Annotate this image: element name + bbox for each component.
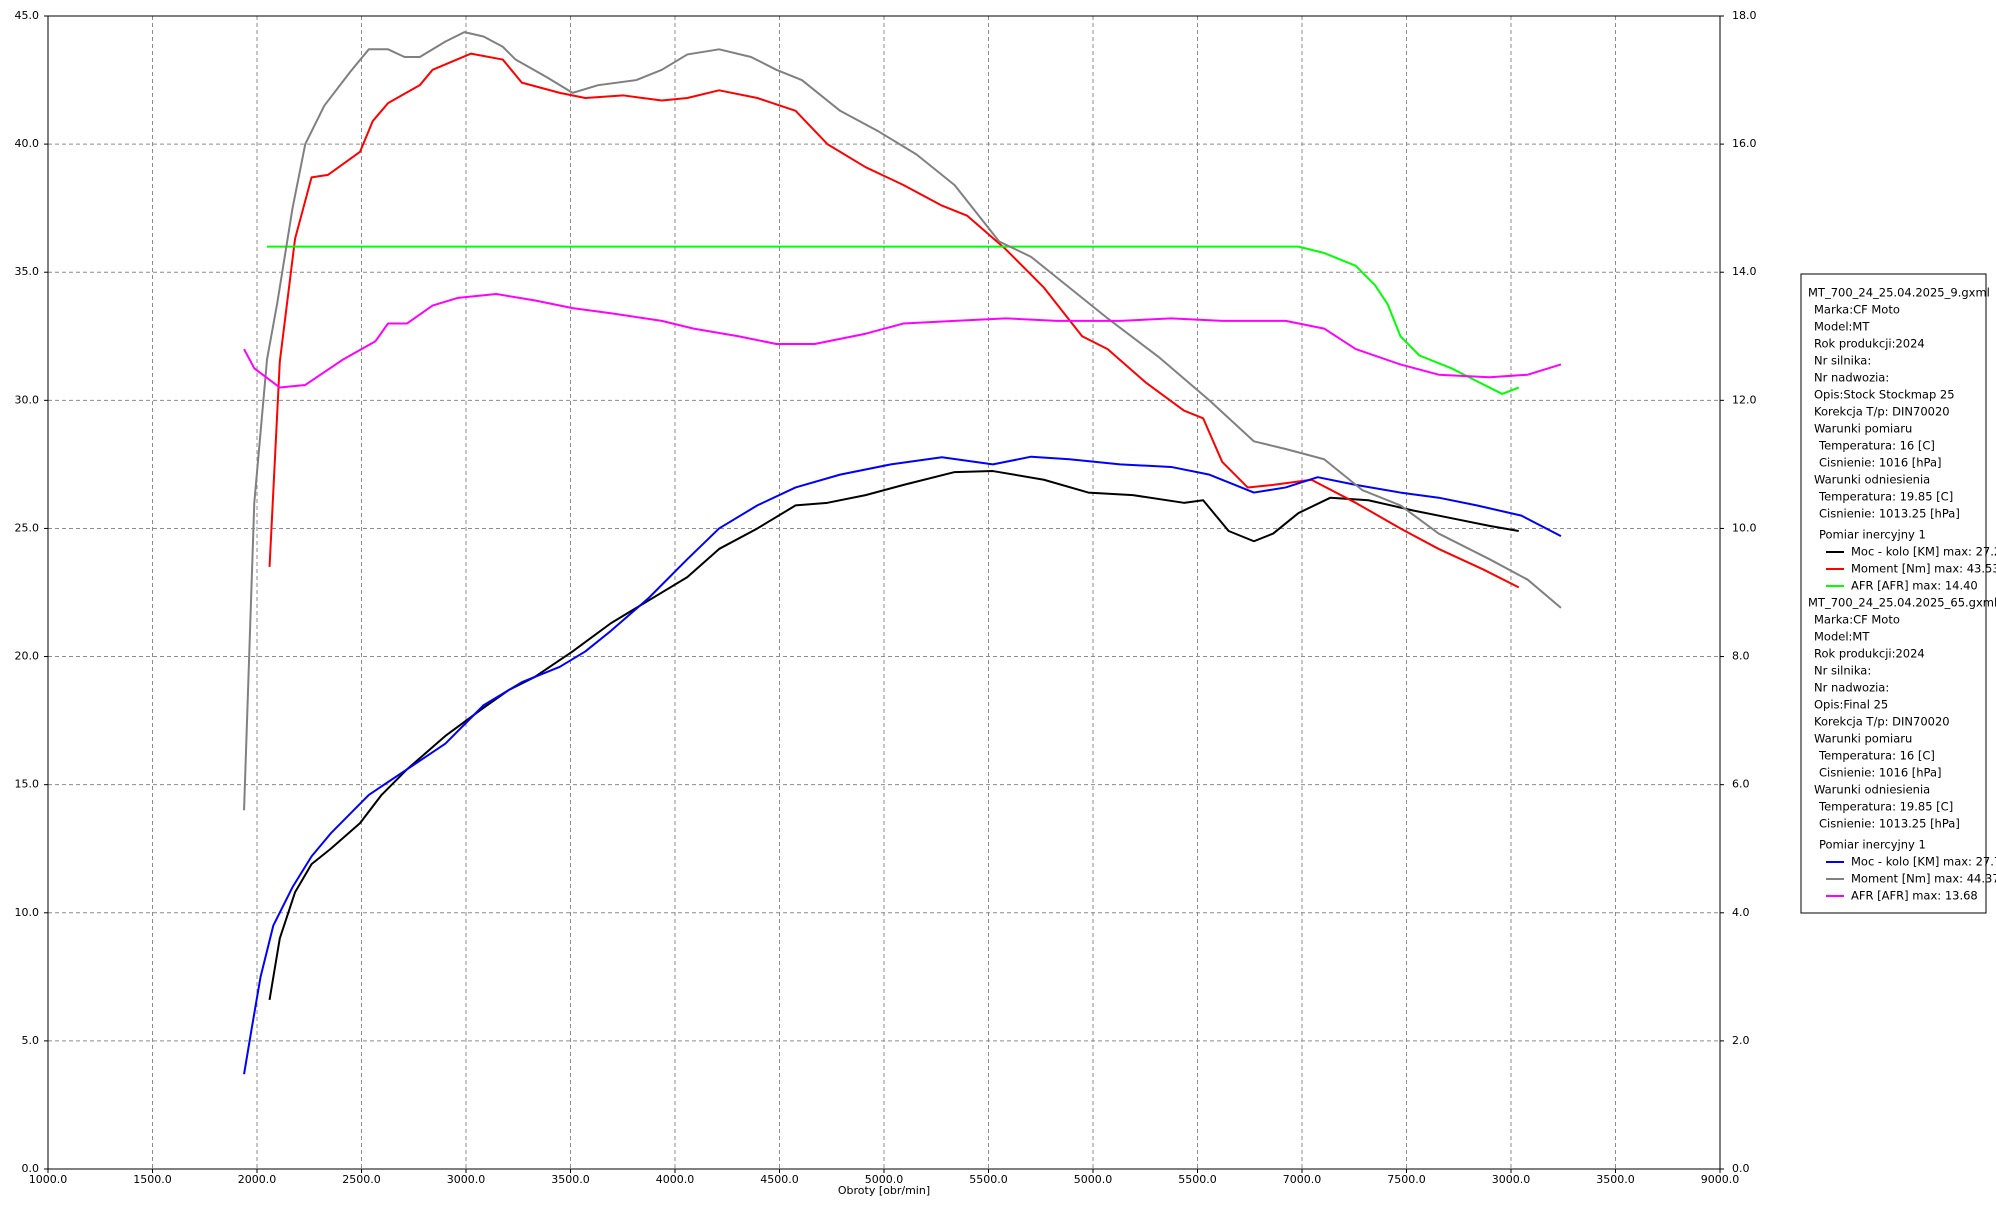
legend-line: Temperatura: 19.85 [C] — [1818, 800, 1953, 814]
legend-line: Cisnienie: 1013.25 [hPa] — [1819, 507, 1960, 521]
y2-tick-label: 6.0 — [1732, 778, 1750, 791]
legend-line: Marka:CF Moto — [1814, 303, 1900, 317]
legend-line: Model:MT — [1814, 320, 1870, 334]
y-tick-label: 20.0 — [15, 650, 40, 663]
legend-line: Cisnienie: 1013.25 [hPa] — [1819, 817, 1960, 831]
legend-line: Korekcja T/p: DIN70020 — [1814, 715, 1950, 729]
legend-entry: AFR [AFR] max: 13.68 — [1851, 889, 1978, 903]
legend-box — [1800, 273, 1987, 914]
x-tick-label: 3000.0 — [1492, 1173, 1531, 1186]
series-line — [268, 470, 1519, 1001]
legend-line: Nr silnika: — [1814, 664, 1871, 678]
x-axis-label: Obroty [obr/min] — [838, 1184, 930, 1197]
y-tick-label: 5.0 — [22, 1034, 40, 1047]
legend-entry: Moc - kolo [KM] max: 27.24 — [1851, 545, 1996, 559]
series-line — [243, 455, 1562, 1075]
x-tick-label: 2000.0 — [238, 1173, 277, 1186]
y-tick-label: 0.0 — [22, 1162, 40, 1175]
legend-line: Nr silnika: — [1814, 354, 1871, 368]
legend-title: MT_700_24_25.04.2025_9.gxml — [1808, 286, 1990, 300]
y-tick-label: 10.0 — [15, 906, 40, 919]
legend-line: Cisnienie: 1016 [hPa] — [1819, 766, 1942, 780]
x-tick-label: 1500.0 — [133, 1173, 172, 1186]
legend-line: Temperatura: 19.85 [C] — [1818, 490, 1953, 504]
series-line — [243, 31, 1562, 811]
y2-tick-label: 2.0 — [1732, 1034, 1750, 1047]
x-tick-label: 7500.0 — [1387, 1173, 1426, 1186]
legend-entry: Moment [Nm] max: 43.53 — [1851, 562, 1996, 576]
legend-entry: AFR [AFR] max: 14.40 — [1851, 579, 1978, 593]
y2-tick-label: 14.0 — [1732, 265, 1757, 278]
y-tick-label: 40.0 — [15, 137, 40, 150]
x-tick-label: 7000.0 — [1283, 1173, 1322, 1186]
legend-line: Cisnienie: 1016 [hPa] — [1819, 456, 1942, 470]
series-line — [243, 293, 1562, 389]
legend-line: Opis:Final 25 — [1814, 698, 1888, 712]
legend-measurement: Pomiar inercyjny 1 — [1819, 528, 1926, 542]
legend-measurement: Pomiar inercyjny 1 — [1819, 838, 1926, 852]
legend-entry: Moc - kolo [KM] max: 27.78 — [1851, 855, 1996, 869]
y-tick-label: 15.0 — [15, 778, 40, 791]
y-tick-label: 30.0 — [15, 393, 40, 406]
y2-tick-label: 18.0 — [1732, 9, 1757, 22]
x-tick-label: 5500.0 — [969, 1173, 1008, 1186]
series-line — [267, 245, 1520, 395]
legend-line: Nr nadwozia: — [1814, 371, 1889, 385]
legend-title: MT_700_24_25.04.2025_65.gxml — [1808, 596, 1996, 610]
legend-line: Marka:CF Moto — [1814, 613, 1900, 627]
legend-heading: Warunki odniesienia — [1814, 473, 1930, 487]
legend-heading: Warunki pomiaru — [1814, 422, 1912, 436]
y2-tick-label: 8.0 — [1732, 650, 1750, 663]
y-tick-label: 45.0 — [15, 9, 40, 22]
y2-tick-label: 16.0 — [1732, 137, 1757, 150]
y2-tick-label: 0.0 — [1732, 1162, 1750, 1175]
x-tick-label: 4000.0 — [656, 1173, 695, 1186]
y2-tick-label: 4.0 — [1732, 906, 1750, 919]
legend-line: Opis:Stock Stockmap 25 — [1814, 388, 1955, 402]
x-tick-label: 3500.0 — [551, 1173, 590, 1186]
legend-line: Temperatura: 16 [C] — [1818, 439, 1935, 453]
x-tick-label: 5000.0 — [865, 1173, 904, 1186]
y-tick-label: 35.0 — [15, 265, 40, 278]
plot-frame — [47, 15, 1721, 1170]
legend-line: Rok produkcji:2024 — [1814, 337, 1925, 351]
series-line — [268, 52, 1520, 589]
legend-line: Korekcja T/p: DIN70020 — [1814, 405, 1950, 419]
x-tick-label: 5000.0 — [1074, 1173, 1113, 1186]
legend-line: Rok produkcji:2024 — [1814, 647, 1925, 661]
legend-line: Temperatura: 16 [C] — [1818, 749, 1935, 763]
x-tick-label: 1000.0 — [29, 1173, 68, 1186]
y2-tick-label: 12.0 — [1732, 393, 1757, 406]
x-tick-label: 3000.0 — [447, 1173, 486, 1186]
y-tick-label: 25.0 — [15, 521, 40, 534]
x-tick-label: 9000.0 — [1701, 1173, 1740, 1186]
x-tick-label: 5500.0 — [1178, 1173, 1217, 1186]
legend-line: Nr nadwozia: — [1814, 681, 1889, 695]
legend-heading: Warunki odniesienia — [1814, 783, 1930, 797]
legend-entry: Moment [Nm] max: 44.37 — [1851, 872, 1996, 886]
x-tick-label: 3500.0 — [1596, 1173, 1635, 1186]
x-tick-label: 4500.0 — [760, 1173, 799, 1186]
y2-tick-label: 10.0 — [1732, 521, 1757, 534]
legend-heading: Warunki pomiaru — [1814, 732, 1912, 746]
x-tick-label: 2500.0 — [342, 1173, 381, 1186]
legend-line: Model:MT — [1814, 630, 1870, 644]
